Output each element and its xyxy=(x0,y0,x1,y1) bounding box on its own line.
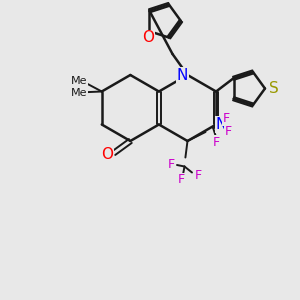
Text: O: O xyxy=(142,30,154,45)
Text: F: F xyxy=(223,112,230,125)
Text: S: S xyxy=(268,81,278,96)
Text: Me: Me xyxy=(71,76,88,86)
Text: F: F xyxy=(178,173,185,187)
Text: N: N xyxy=(216,117,227,132)
Text: Me: Me xyxy=(71,88,88,98)
Text: N: N xyxy=(176,68,188,82)
Text: O: O xyxy=(101,147,113,162)
Text: F: F xyxy=(167,158,175,172)
Text: F: F xyxy=(194,169,202,182)
Text: F: F xyxy=(212,136,220,149)
Text: F: F xyxy=(224,125,232,139)
